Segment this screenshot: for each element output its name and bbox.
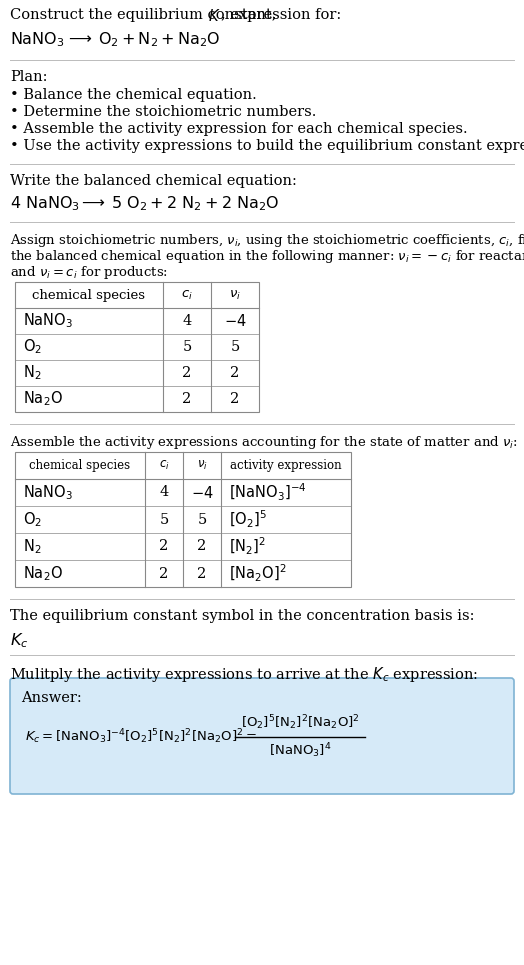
Text: $[\mathrm{NaNO_3}]^{-4}$: $[\mathrm{NaNO_3}]^{-4}$ — [229, 482, 307, 503]
Text: • Balance the chemical equation.: • Balance the chemical equation. — [10, 88, 257, 102]
Text: $\mathrm{NaNO_3}$: $\mathrm{NaNO_3}$ — [23, 483, 73, 502]
Text: Plan:: Plan: — [10, 70, 48, 84]
Text: Construct the equilibrium constant,: Construct the equilibrium constant, — [10, 8, 281, 22]
Text: • Assemble the activity expression for each chemical species.: • Assemble the activity expression for e… — [10, 122, 467, 136]
Text: 2: 2 — [198, 539, 206, 554]
Text: $[\mathrm{N_2}]^2$: $[\mathrm{N_2}]^2$ — [229, 536, 266, 557]
Text: $c_i$: $c_i$ — [159, 459, 169, 472]
Text: Answer:: Answer: — [21, 691, 82, 705]
Text: 5: 5 — [182, 340, 192, 354]
Text: $\mathrm{Na_2O}$: $\mathrm{Na_2O}$ — [23, 390, 63, 408]
Text: 2: 2 — [182, 366, 192, 380]
Text: chemical species: chemical species — [29, 459, 130, 472]
Text: • Determine the stoichiometric numbers.: • Determine the stoichiometric numbers. — [10, 105, 316, 119]
FancyBboxPatch shape — [10, 678, 514, 794]
Text: 2: 2 — [198, 566, 206, 581]
Text: The equilibrium constant symbol in the concentration basis is:: The equilibrium constant symbol in the c… — [10, 609, 475, 623]
Text: 2: 2 — [231, 366, 239, 380]
Text: Assign stoichiometric numbers, $\nu_i$, using the stoichiometric coefficients, $: Assign stoichiometric numbers, $\nu_i$, … — [10, 232, 524, 249]
Text: $[\mathrm{O_2}]^5$: $[\mathrm{O_2}]^5$ — [229, 509, 267, 530]
Text: $K_c = [\mathrm{NaNO_3}]^{-4}[\mathrm{O_2}]^5[\mathrm{N_2}]^2[\mathrm{Na_2O}]^2 : $K_c = [\mathrm{NaNO_3}]^{-4}[\mathrm{O_… — [25, 728, 257, 746]
Text: $\longrightarrow$: $\longrightarrow$ — [65, 30, 92, 45]
Text: $\longrightarrow$: $\longrightarrow$ — [78, 194, 105, 209]
Text: $\mathrm{O_2}$: $\mathrm{O_2}$ — [23, 338, 42, 356]
Text: $-4$: $-4$ — [191, 484, 213, 501]
Text: $\nu_i$: $\nu_i$ — [196, 459, 208, 472]
Bar — [15, 452, 351, 587]
Text: $\mathrm{N_2}$: $\mathrm{N_2}$ — [23, 364, 41, 382]
Text: 2: 2 — [182, 392, 192, 406]
Text: $\mathrm{NaNO_3}$: $\mathrm{NaNO_3}$ — [23, 312, 73, 330]
Text: $c_i$: $c_i$ — [181, 289, 193, 301]
Text: $\mathrm{O_2}$: $\mathrm{O_2}$ — [23, 510, 42, 529]
Text: Assemble the activity expressions accounting for the state of matter and $\nu_i$: Assemble the activity expressions accoun… — [10, 434, 518, 451]
Text: and $\nu_i = c_i$ for products:: and $\nu_i = c_i$ for products: — [10, 264, 168, 281]
Text: $\nu_i$: $\nu_i$ — [229, 289, 241, 301]
Text: Mulitply the activity expressions to arrive at the $K_c$ expression:: Mulitply the activity expressions to arr… — [10, 665, 478, 684]
Text: $\mathrm{N_2}$: $\mathrm{N_2}$ — [23, 538, 41, 556]
Text: 5: 5 — [198, 512, 206, 527]
Text: $K$: $K$ — [208, 8, 221, 24]
Bar — [15, 282, 259, 412]
Text: $\mathrm{4\ NaNO_3}$: $\mathrm{4\ NaNO_3}$ — [10, 194, 80, 212]
Text: $\mathrm{Na_2O}$: $\mathrm{Na_2O}$ — [23, 565, 63, 583]
Text: 2: 2 — [159, 539, 169, 554]
Text: 5: 5 — [159, 512, 169, 527]
Text: $[\mathrm{O_2}]^5[\mathrm{N_2}]^2[\mathrm{Na_2O}]^2$: $[\mathrm{O_2}]^5[\mathrm{N_2}]^2[\mathr… — [241, 714, 359, 732]
Text: $K_c$: $K_c$ — [10, 631, 28, 649]
Text: $\mathrm{5\ O_2 + 2\ N_2 + 2\ Na_2O}$: $\mathrm{5\ O_2 + 2\ N_2 + 2\ Na_2O}$ — [111, 194, 280, 212]
Text: the balanced chemical equation in the following manner: $\nu_i = -c_i$ for react: the balanced chemical equation in the fo… — [10, 248, 524, 265]
Text: activity expression: activity expression — [230, 459, 342, 472]
Text: 4: 4 — [159, 485, 169, 500]
Text: • Use the activity expressions to build the equilibrium constant expression.: • Use the activity expressions to build … — [10, 139, 524, 153]
Text: 5: 5 — [231, 340, 239, 354]
Text: $\mathrm{NaNO_3}$: $\mathrm{NaNO_3}$ — [10, 30, 64, 48]
Text: $-4$: $-4$ — [224, 313, 246, 329]
Text: , expression for:: , expression for: — [221, 8, 341, 22]
Text: $\mathrm{O_2 + N_2 + Na_2O}$: $\mathrm{O_2 + N_2 + Na_2O}$ — [98, 30, 221, 48]
Text: Write the balanced chemical equation:: Write the balanced chemical equation: — [10, 174, 297, 188]
Text: chemical species: chemical species — [32, 289, 146, 301]
Text: 4: 4 — [182, 314, 192, 328]
Text: 2: 2 — [231, 392, 239, 406]
Text: $[\mathrm{NaNO_3}]^4$: $[\mathrm{NaNO_3}]^4$ — [269, 742, 331, 760]
Text: $[\mathrm{Na_2O}]^2$: $[\mathrm{Na_2O}]^2$ — [229, 563, 287, 584]
Text: 2: 2 — [159, 566, 169, 581]
